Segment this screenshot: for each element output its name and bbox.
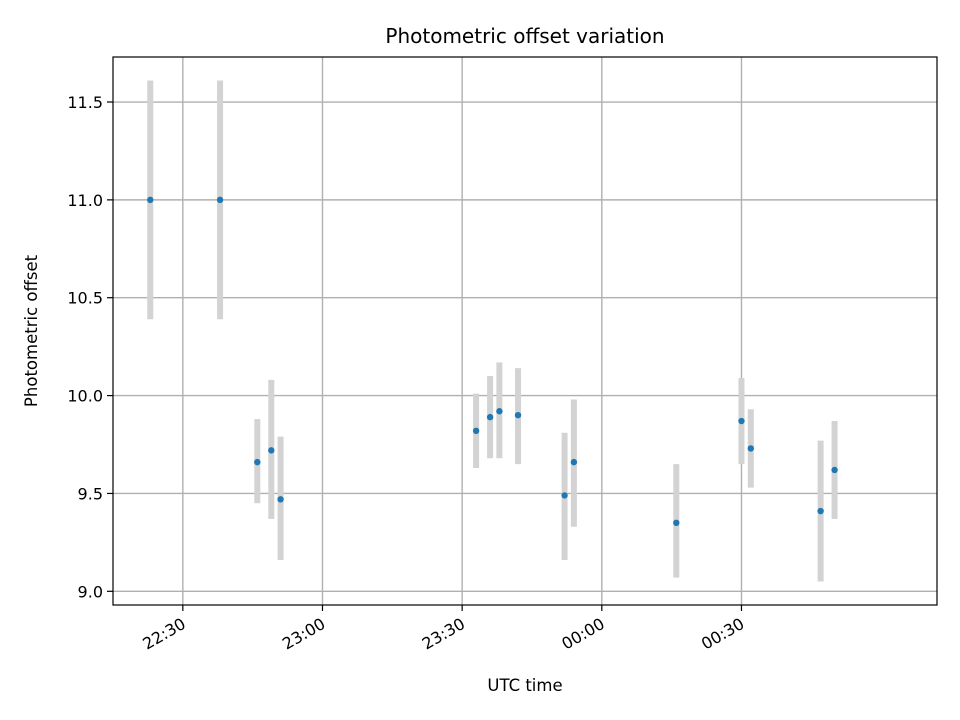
y-tick-label: 11.5 <box>67 93 103 112</box>
y-tick-label: 10.5 <box>67 289 103 308</box>
data-point <box>147 196 154 204</box>
data-point <box>747 445 754 452</box>
y-tick-label: 9.0 <box>78 582 103 601</box>
plot-frame <box>112 56 938 606</box>
x-axis-label: UTC time <box>487 676 562 695</box>
data-point <box>673 519 680 526</box>
data-point <box>216 196 224 204</box>
y-tick-label: 10.0 <box>67 387 103 406</box>
data-points <box>147 196 838 526</box>
data-point <box>570 458 578 466</box>
data-point <box>277 496 284 503</box>
data-point <box>486 413 494 421</box>
data-point <box>472 427 480 435</box>
data-point <box>831 466 838 474</box>
y-tick-label: 11.0 <box>67 191 103 210</box>
data-point <box>817 507 824 515</box>
data-point <box>268 447 275 454</box>
grid <box>113 57 937 605</box>
data-point <box>514 411 522 419</box>
data-point <box>738 417 745 425</box>
chart-title: Photometric offset variation <box>385 24 664 48</box>
data-point <box>496 408 503 415</box>
data-point <box>254 458 261 466</box>
data-point <box>561 492 568 499</box>
y-axis-label: Photometric offset <box>22 254 41 407</box>
y-tick-label: 9.5 <box>78 484 103 503</box>
